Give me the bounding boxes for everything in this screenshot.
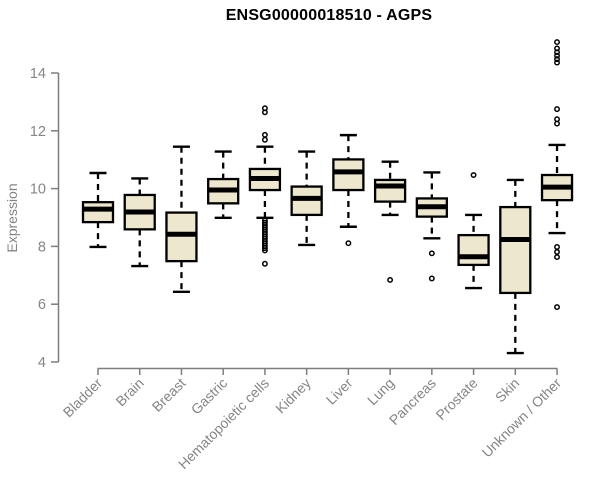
outlier-point xyxy=(554,56,560,63)
outlier-point xyxy=(261,260,268,267)
boxplot-unknown-other xyxy=(540,39,574,311)
outlier-point xyxy=(554,304,560,311)
boxplot-gastric xyxy=(207,150,240,219)
outlier-point xyxy=(554,52,560,59)
boxplot-breast xyxy=(165,145,198,293)
x-tick-label: Unknown / Other xyxy=(479,375,565,461)
x-tick-label: Kidney xyxy=(272,375,314,417)
boxplot-lung xyxy=(373,160,407,283)
iqr-box xyxy=(373,178,407,203)
outlier-point xyxy=(470,172,477,178)
iqr-box xyxy=(81,201,115,224)
y-axis-title: Expression xyxy=(4,183,20,252)
outlier-point xyxy=(554,120,560,127)
outlier-point xyxy=(261,131,268,138)
outlier-point xyxy=(554,49,560,56)
chart-title: ENSG00000018510 - AGPS xyxy=(225,7,433,24)
y-tick-label: 4 xyxy=(38,355,46,371)
outlier-point xyxy=(554,59,560,66)
outlier-point xyxy=(387,276,394,283)
iqr-box xyxy=(165,211,198,263)
x-tick-label: Breast xyxy=(149,375,189,415)
outlier-point xyxy=(261,109,268,116)
y-tick-label: 10 xyxy=(30,182,46,198)
y-tick-label: 6 xyxy=(38,297,46,313)
x-tick-label: Liver xyxy=(323,375,356,408)
x-tick-label: Bladder xyxy=(60,375,106,421)
y-tick-label: 8 xyxy=(38,239,46,255)
iqr-box xyxy=(457,233,490,267)
outlier-point xyxy=(554,244,560,250)
y-tick-label: 12 xyxy=(30,124,46,140)
boxplot-kidney xyxy=(290,150,323,247)
boxplot-prostate xyxy=(457,172,490,290)
outlier-point xyxy=(261,136,268,143)
boxplot-pancreas xyxy=(415,171,448,282)
boxplot-hematopoietic-cells xyxy=(248,105,282,267)
x-tick-label: Brain xyxy=(112,375,146,409)
boxplot-skin xyxy=(499,178,532,355)
y-tick-label: 14 xyxy=(30,66,46,82)
x-tick-label: Prostate xyxy=(433,375,481,423)
boxplot-liver xyxy=(332,133,365,247)
outlier-point xyxy=(554,254,560,261)
outlier-point xyxy=(428,275,435,282)
outlier-point xyxy=(261,245,268,252)
x-tick-label: Lung xyxy=(364,375,397,408)
outlier-point xyxy=(554,106,560,113)
iqr-box xyxy=(332,158,365,192)
outlier-point xyxy=(554,39,560,46)
boxplot-bladder xyxy=(81,171,115,249)
outlier-point xyxy=(428,250,435,257)
outlier-point xyxy=(345,240,352,247)
outlier-point xyxy=(554,248,560,255)
iqr-box xyxy=(499,205,532,295)
x-tick-label: Skin xyxy=(492,375,523,406)
outlier-point xyxy=(261,247,268,254)
boxplot-brain xyxy=(123,177,156,268)
